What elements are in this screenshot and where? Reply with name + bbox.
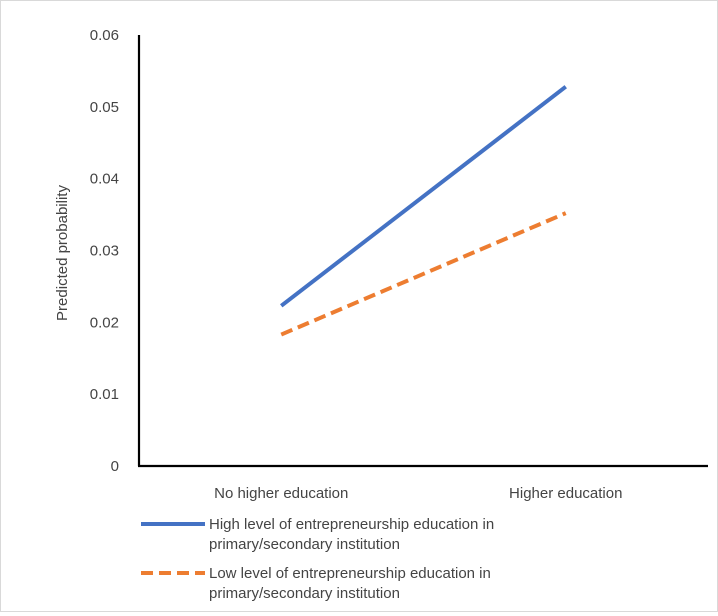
y-tick-label: 0.01 — [90, 386, 119, 403]
x-axis-ticks: No higher education Higher education — [214, 485, 622, 502]
y-tick-label: 0.06 — [90, 27, 119, 44]
y-tick-label: 0 — [111, 458, 119, 475]
x-tick-label: No higher education — [214, 485, 348, 502]
legend-label: Low level of entrepreneurship education … — [209, 565, 491, 582]
y-axis-label: Predicted probability — [54, 185, 71, 321]
y-tick-label: 0.04 — [90, 171, 119, 188]
legend: High level of entrepreneurship education… — [141, 516, 494, 602]
series-lines — [281, 87, 566, 335]
legend-label: High level of entrepreneurship education… — [209, 516, 494, 533]
y-tick-label: 0.02 — [90, 314, 119, 331]
y-tick-label: 0.05 — [90, 99, 119, 116]
x-tick-label: Higher education — [509, 485, 622, 502]
legend-label: primary/secondary institution — [209, 536, 400, 553]
y-axis-ticks: 0 0.01 0.02 0.03 0.04 0.05 0.06 — [90, 27, 119, 475]
y-tick-label: 0.03 — [90, 243, 119, 260]
legend-label: primary/secondary institution — [209, 585, 400, 602]
